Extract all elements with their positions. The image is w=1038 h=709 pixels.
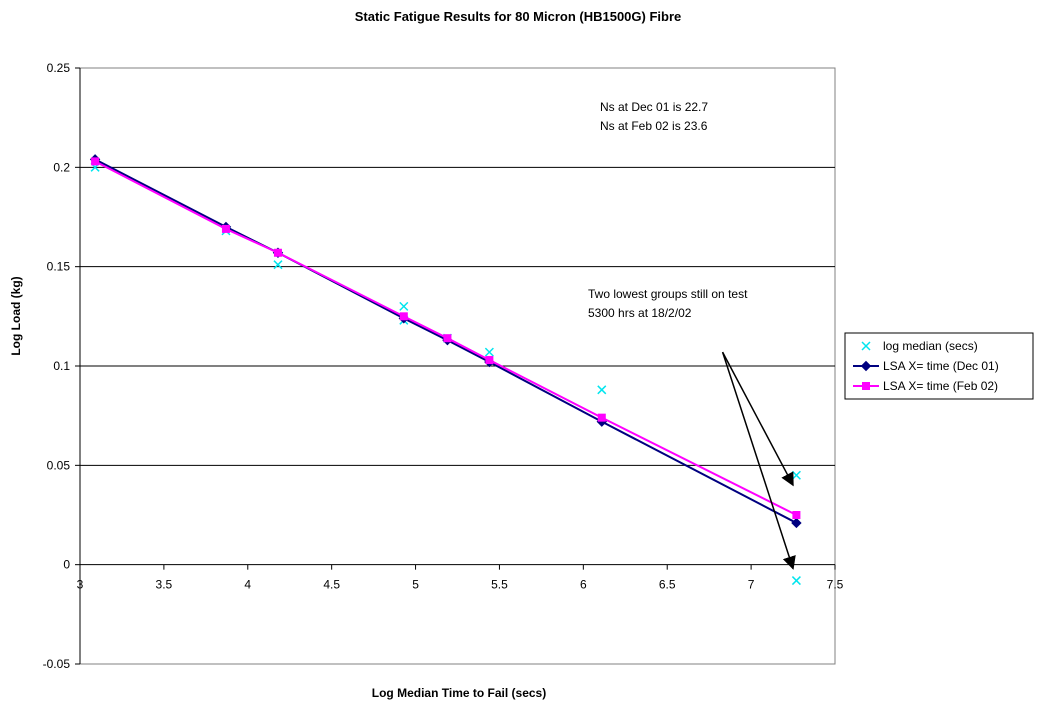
legend-item: LSA X= time (Dec 01) [853,359,999,373]
data-point [597,385,607,395]
data-point [792,511,801,519]
series [91,157,801,519]
data-point [399,301,409,311]
y-tick-label: -0.05 [43,657,71,671]
y-tick-label: 0.15 [47,260,71,274]
annotation-arrow [721,351,796,570]
x-tick-label: 5 [412,578,419,592]
legend-label: LSA X= time (Feb 02) [883,379,998,393]
legend-label: LSA X= time (Dec 01) [883,359,999,373]
data-point [273,248,282,257]
data-point [791,517,802,529]
annotation-text: Two lowest groups still on test [588,287,748,301]
chart-title: Static Fatigue Results for 80 Micron (HB… [355,9,682,24]
data-point [273,260,283,270]
data-point [221,224,230,233]
data-point [860,360,872,372]
series-layer [89,154,802,586]
data-point [443,334,452,343]
data-point [862,382,870,390]
legend-label: log median (secs) [883,339,978,353]
annotation-text: 5300 hrs at 18/2/02 [588,306,692,320]
x-tick-label: 3.5 [156,578,173,592]
x-tick-label: 6 [580,578,587,592]
series [90,162,801,586]
grid-layer [80,166,835,466]
legend: log median (secs) LSA X= time (Dec 01) LSA… [844,332,1034,400]
annotation-arrow [721,351,794,487]
x-tick-label: 7 [748,578,755,592]
y-tick-label: 0.2 [53,160,70,174]
legend-item: log median (secs) [861,339,978,353]
x-tick-label: 7.5 [827,578,844,592]
y-tick-label: 0.05 [47,458,71,472]
axis-layer: 33.544.555.566.577.5-0.0500.050.10.150.2… [43,61,844,671]
data-point [597,413,606,422]
data-point [484,347,494,357]
data-point [791,470,801,480]
legend-item: LSA X= time (Feb 02) [853,379,998,393]
data-point [399,312,408,321]
data-point [91,157,100,166]
x-tick-label: 6.5 [659,578,676,592]
y-tick-label: 0.25 [47,61,71,75]
y-axis-label: Log Load (kg) [9,276,23,355]
annotation-text: Ns at Feb 02 is 23.6 [600,119,708,133]
x-tick-label: 5.5 [491,578,508,592]
data-point [791,576,801,586]
x-axis-label: Log Median Time to Fail (secs) [372,686,546,700]
x-tick-label: 4.5 [323,578,340,592]
series-line [94,158,797,524]
series-line [94,160,797,516]
annotation-layer: Ns at Dec 01 is 22.7 Ns at Feb 02 is 23.6… [588,100,796,570]
x-tick-label: 4 [244,578,251,592]
y-tick-label: 0 [63,558,70,572]
annotation-text: Ns at Dec 01 is 22.7 [600,100,708,114]
data-point [861,341,871,351]
data-point [485,356,494,365]
y-tick-label: 0.1 [53,359,70,373]
